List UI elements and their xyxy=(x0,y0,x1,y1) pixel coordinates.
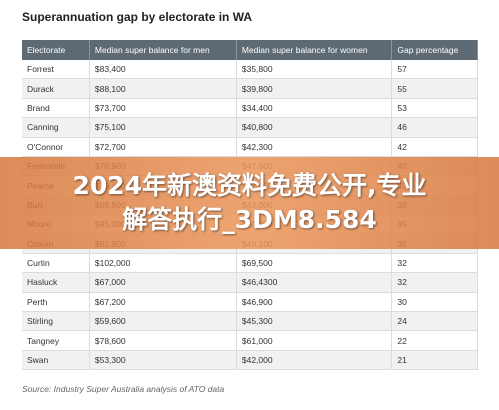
table-row: Swan $53,300 $42,000 21 xyxy=(22,350,478,371)
table-cell: 42 xyxy=(391,137,478,157)
table-cell: Tangney xyxy=(22,330,90,351)
header-row: Electorate Median super balance for men Me… xyxy=(22,40,478,60)
table-cell: $34,400 xyxy=(236,98,393,119)
table-cell: 21 xyxy=(391,350,478,371)
table-row: Hasluck $67,000 $46,4300 32 xyxy=(22,272,478,293)
table-cell: Canning xyxy=(22,117,90,138)
header-cell: Median super balance for men xyxy=(89,40,237,60)
table-row: Forrest $83,400 $35,800 57 xyxy=(22,60,478,80)
table-cell: Curtin xyxy=(22,253,90,274)
table-cell: $45,300 xyxy=(236,311,393,332)
table-cell: Hasluck xyxy=(22,272,90,293)
table-cell: Perth xyxy=(22,292,90,313)
table-cell: $61,000 xyxy=(236,330,393,351)
table-cell: $75,100 xyxy=(89,117,237,138)
table-cell: 32 xyxy=(391,253,478,274)
table-cell: $78,600 xyxy=(89,330,237,351)
table-cell: $46,900 xyxy=(236,292,393,313)
table-cell: $40,800 xyxy=(236,117,393,138)
header-cell: Electorate xyxy=(22,40,90,60)
banner-line: 解答执行_3DM8.584 xyxy=(122,205,377,234)
table-cell: Stirling xyxy=(22,311,90,332)
table-cell: $72,700 xyxy=(89,137,237,157)
table-row: Perth $67,200 $46,900 30 xyxy=(22,292,478,313)
table-cell: 22 xyxy=(391,330,478,351)
table-cell: 30 xyxy=(391,292,478,313)
overlay-banner: 2024年新澳资料免费公开,专业 解答执行_3DM8.584 xyxy=(0,157,499,249)
table-cell: 32 xyxy=(391,272,478,293)
table-cell: $102,000 xyxy=(89,253,237,274)
table-cell: 55 xyxy=(391,78,478,99)
table-cell: 24 xyxy=(391,311,478,332)
banner-line: 2024年新澳资料免费公开,专业 xyxy=(72,171,427,200)
table-cell: Forrest xyxy=(22,60,90,80)
table-cell: $46,4300 xyxy=(236,272,393,293)
table-cell: $67,200 xyxy=(89,292,237,313)
table-row: Durack $88,100 $39,800 55 xyxy=(22,78,478,99)
table-cell: $42,300 xyxy=(236,137,393,157)
table-cell: $83,400 xyxy=(89,60,237,80)
table-cell: Swan xyxy=(22,350,90,371)
table-cell: 46 xyxy=(391,117,478,138)
table-row: O'Connor $72,700 $42,300 42 xyxy=(22,137,478,157)
header-cell: Gap percentage xyxy=(391,40,478,60)
header-cell: Median super balance for women xyxy=(236,40,393,60)
table-cell: $35,800 xyxy=(236,60,393,80)
table-cell: Durack xyxy=(22,78,90,99)
table-row: Stirling $59,600 $45,300 24 xyxy=(22,311,478,332)
table-row: Curtin $102,000 $69,500 32 xyxy=(22,253,478,274)
table-cell: $53,300 xyxy=(89,350,237,371)
table-cell: $67,000 xyxy=(89,272,237,293)
table-cell: $39,800 xyxy=(236,78,393,99)
table-cell: 57 xyxy=(391,60,478,80)
table-cell: $69,500 xyxy=(236,253,393,274)
source-note: Source: Industry Super Australia analysi… xyxy=(22,384,225,394)
table-row: Tangney $78,600 $61,000 22 xyxy=(22,330,478,351)
table-cell: $42,000 xyxy=(236,350,393,371)
table-cell: $59,600 xyxy=(89,311,237,332)
table-row: Brand $73,700 $34,400 53 xyxy=(22,98,478,119)
table-cell: 53 xyxy=(391,98,478,119)
table-cell: Brand xyxy=(22,98,90,119)
table-row: Canning $75,100 $40,800 46 xyxy=(22,117,478,138)
table-title: Superannuation gap by electorate in WA xyxy=(22,10,253,24)
table-cell: O'Connor xyxy=(22,137,90,157)
table-cell: $88,100 xyxy=(89,78,237,99)
table-cell: $73,700 xyxy=(89,98,237,119)
